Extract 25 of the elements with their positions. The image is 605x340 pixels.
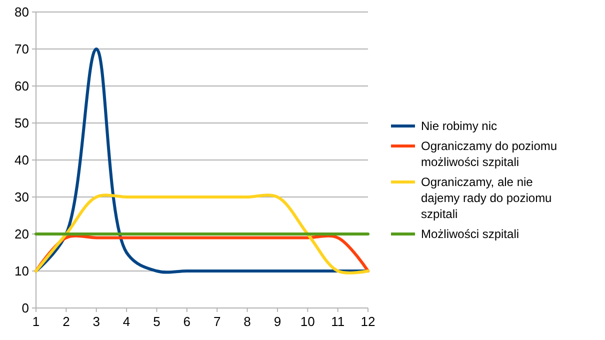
y-tick-label: 50 [14, 116, 29, 131]
x-tick-label: 8 [244, 314, 251, 329]
x-tick-label: 2 [62, 314, 70, 329]
x-tick-label: 4 [122, 314, 130, 329]
legend-label: Ograniczamy do poziomu możliwości szpitali [421, 139, 558, 170]
y-tick-label: 70 [14, 42, 29, 57]
x-tick-label: 3 [92, 314, 100, 329]
y-tick-label: 80 [14, 4, 29, 20]
y-tick-label: 30 [14, 190, 29, 205]
legend-label: Nie robimy nic [421, 119, 498, 134]
y-tick-label: 0 [22, 300, 29, 316]
y-tick-label: 10 [14, 264, 29, 279]
x-tick-label: 1 [32, 314, 40, 329]
legend-label: Możliwości szpitali [421, 227, 520, 242]
x-tick-label: 10 [300, 314, 315, 329]
y-tick-label: 20 [14, 226, 29, 242]
x-tick-label: 6 [183, 314, 191, 329]
x-tick-label: 9 [274, 314, 282, 329]
x-tick-label: 5 [153, 314, 160, 329]
x-tick-label: 12 [360, 314, 376, 329]
y-tick-label: 40 [14, 152, 29, 168]
legend-label: Ograniczamy, ale nie dajemy rady do poziomu szpitali [421, 175, 552, 222]
y-tick-label: 60 [14, 78, 29, 94]
x-tick-label: 11 [331, 314, 345, 329]
x-tick-label: 7 [213, 314, 221, 329]
